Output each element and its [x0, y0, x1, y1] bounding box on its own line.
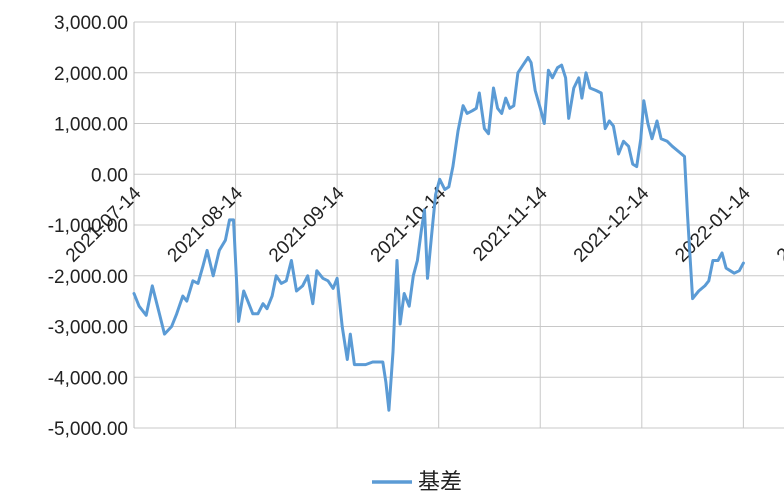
- x-tick-label: 2021-11-14: [469, 183, 552, 266]
- y-tick-label: -3,000.00: [48, 318, 128, 339]
- y-tick-label: 1,000.00: [54, 115, 128, 136]
- y-tick-label: 3,000.00: [54, 13, 128, 34]
- y-tick-label: -4,000.00: [48, 368, 128, 389]
- y-tick-label: -1,000.00: [48, 216, 128, 237]
- legend: 基差: [372, 470, 462, 493]
- y-tick-label: -2,000.00: [48, 267, 128, 288]
- grid-lines: [133, 21, 784, 429]
- y-tick-label: 0.00: [91, 165, 128, 186]
- y-axis: 3,000.00 2,000.00 1,000.00 0.00 -1,000.00 -2,…: [48, 13, 135, 440]
- series-line-basis: [132, 56, 745, 412]
- y-tick-label: 2,000.00: [54, 64, 128, 85]
- legend-label-basis: 基差: [418, 470, 462, 493]
- y-tick-label: -5,000.00: [48, 419, 128, 440]
